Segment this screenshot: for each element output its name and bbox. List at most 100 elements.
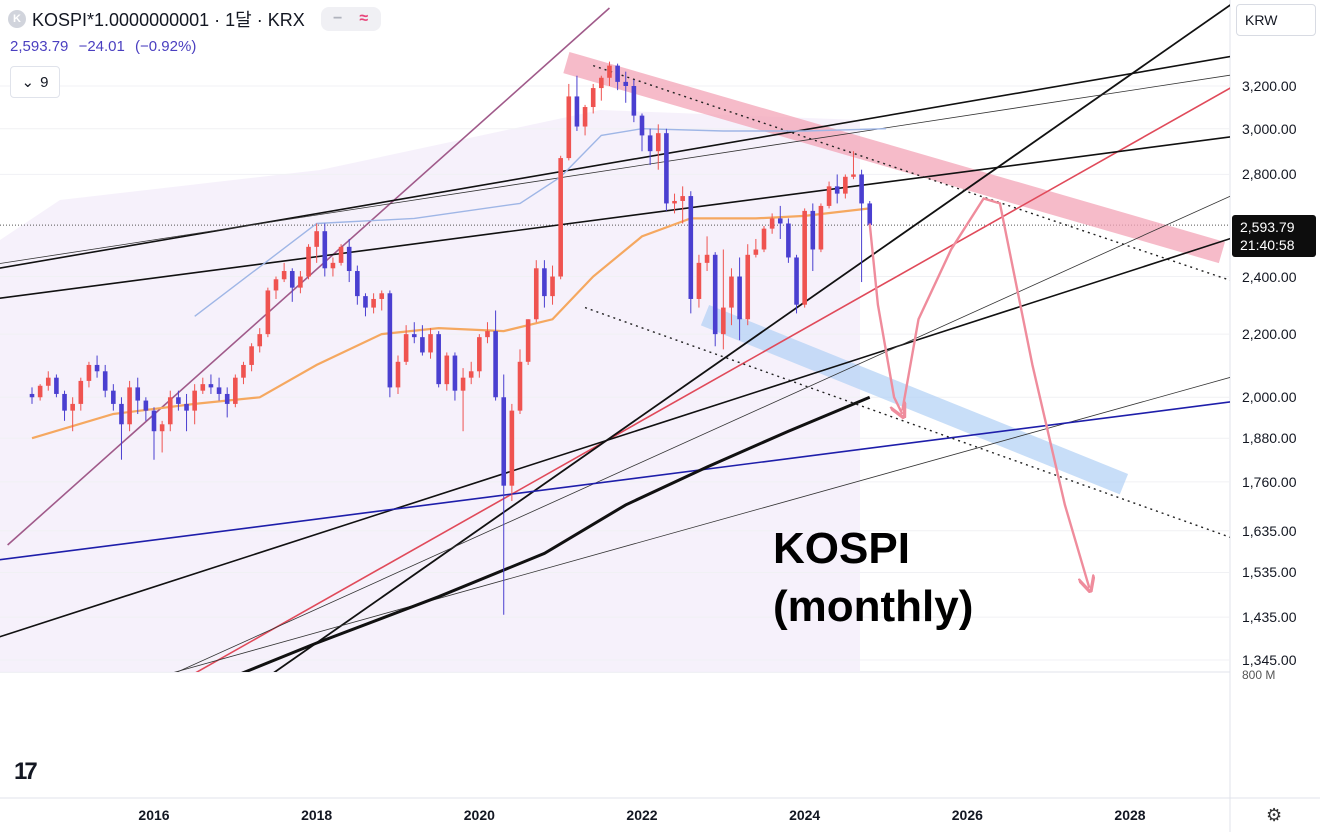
candle bbox=[314, 223, 319, 263]
candle-body bbox=[834, 186, 840, 194]
candle-body bbox=[127, 387, 132, 425]
symbol-title[interactable]: KOSPI*1.0000000001 · 1달 · KRX bbox=[32, 10, 305, 30]
candle bbox=[395, 355, 401, 394]
candle-body bbox=[655, 133, 661, 152]
candle bbox=[135, 377, 141, 415]
candle bbox=[558, 155, 563, 280]
chart-annotation: KOSPI (monthly) bbox=[773, 520, 973, 636]
candle-body bbox=[525, 319, 531, 362]
candle-body bbox=[517, 361, 523, 411]
candle bbox=[224, 387, 230, 418]
candle bbox=[94, 355, 100, 378]
candle-body bbox=[590, 88, 596, 108]
candle-body bbox=[493, 331, 498, 398]
candle-body bbox=[745, 254, 751, 320]
candle bbox=[78, 377, 84, 411]
candle-body bbox=[159, 424, 165, 432]
red-trend-line bbox=[195, 87, 1230, 672]
candle-body bbox=[721, 307, 726, 335]
candle-body bbox=[753, 249, 759, 255]
candle bbox=[436, 331, 441, 388]
candle-body bbox=[566, 96, 572, 159]
candle-body bbox=[314, 231, 319, 247]
candle-body bbox=[78, 380, 84, 404]
candle bbox=[29, 387, 35, 404]
candle-body bbox=[777, 218, 783, 224]
candle bbox=[387, 290, 393, 398]
approx-icon[interactable]: ≈ bbox=[359, 10, 369, 27]
candle-body bbox=[119, 403, 124, 425]
y-tick-label: 1,880.00 bbox=[1242, 430, 1297, 447]
candle bbox=[143, 397, 149, 421]
candle bbox=[208, 374, 214, 394]
black-steep-line bbox=[273, 4, 1230, 672]
candle-body bbox=[249, 346, 254, 365]
candle bbox=[542, 260, 547, 308]
candle bbox=[159, 420, 165, 453]
candle bbox=[639, 113, 645, 152]
indicators-toggle[interactable]: ⌄ 9 bbox=[10, 66, 60, 98]
candle bbox=[346, 238, 352, 283]
candle-body bbox=[712, 254, 718, 335]
y-tick-label: 2,800.00 bbox=[1242, 166, 1297, 183]
candle-body bbox=[460, 377, 466, 391]
candle-body bbox=[436, 334, 441, 385]
candle bbox=[737, 257, 742, 341]
candle-body bbox=[257, 334, 263, 347]
symbol-header[interactable]: K KOSPI*1.0000000001 · 1달 · KRX − ≈ bbox=[8, 6, 381, 32]
ma-long-line bbox=[194, 127, 887, 317]
candle bbox=[607, 61, 612, 86]
candle-body bbox=[631, 86, 637, 116]
candle-body bbox=[241, 364, 246, 378]
projection-arrow-2 bbox=[901, 197, 1089, 588]
long-term-ma-line bbox=[241, 395, 871, 672]
candle-body bbox=[729, 276, 734, 308]
dotted-support-line bbox=[584, 306, 1230, 538]
candle bbox=[200, 377, 206, 394]
candle-body bbox=[151, 410, 157, 432]
candle-body bbox=[826, 186, 832, 206]
chart-mode-pill[interactable]: − ≈ bbox=[320, 7, 381, 31]
x-tick-label: 2024 bbox=[789, 807, 821, 823]
candle bbox=[216, 377, 222, 401]
candle bbox=[509, 403, 515, 501]
candle bbox=[769, 213, 775, 234]
currency-selector[interactable]: KRW bbox=[1236, 4, 1316, 36]
candle-body bbox=[387, 293, 393, 388]
candle bbox=[355, 265, 360, 305]
y-tick-label: 2,000.00 bbox=[1242, 389, 1297, 406]
candle-body bbox=[371, 298, 376, 308]
price-tag-countdown: 21:40:58 bbox=[1240, 237, 1295, 253]
candle bbox=[102, 364, 108, 398]
minus-icon[interactable]: − bbox=[333, 10, 343, 27]
candle-body bbox=[411, 334, 417, 338]
candle-body bbox=[70, 403, 75, 411]
annotation-line1: KOSPI bbox=[773, 524, 910, 573]
candle-body bbox=[403, 334, 409, 362]
candle-body bbox=[802, 210, 807, 305]
x-tick-label: 2020 bbox=[463, 807, 495, 823]
chevron-down-icon[interactable]: ⌄ bbox=[21, 74, 35, 91]
black-upper-line-2 bbox=[0, 136, 1230, 300]
candle bbox=[460, 368, 466, 432]
candle-body bbox=[761, 228, 767, 250]
gear-icon[interactable]: ⚙ bbox=[1266, 805, 1283, 825]
candle bbox=[411, 322, 417, 344]
candle-body bbox=[550, 276, 555, 297]
candle-body bbox=[363, 296, 368, 308]
x-tick-label: 2028 bbox=[1114, 807, 1146, 823]
candle bbox=[452, 352, 458, 401]
tradingview-logo-icon[interactable]: 17 bbox=[14, 758, 38, 785]
candle bbox=[289, 268, 295, 302]
candle bbox=[501, 374, 507, 615]
candle-body bbox=[54, 377, 59, 394]
candle bbox=[655, 124, 661, 170]
candle-body bbox=[192, 390, 197, 411]
candle bbox=[761, 226, 767, 253]
last-price-tag: 2,593.79 21:40:58 bbox=[1232, 215, 1316, 257]
candle bbox=[777, 205, 783, 239]
candle bbox=[233, 374, 238, 408]
candle bbox=[485, 322, 490, 344]
candle bbox=[550, 265, 555, 305]
